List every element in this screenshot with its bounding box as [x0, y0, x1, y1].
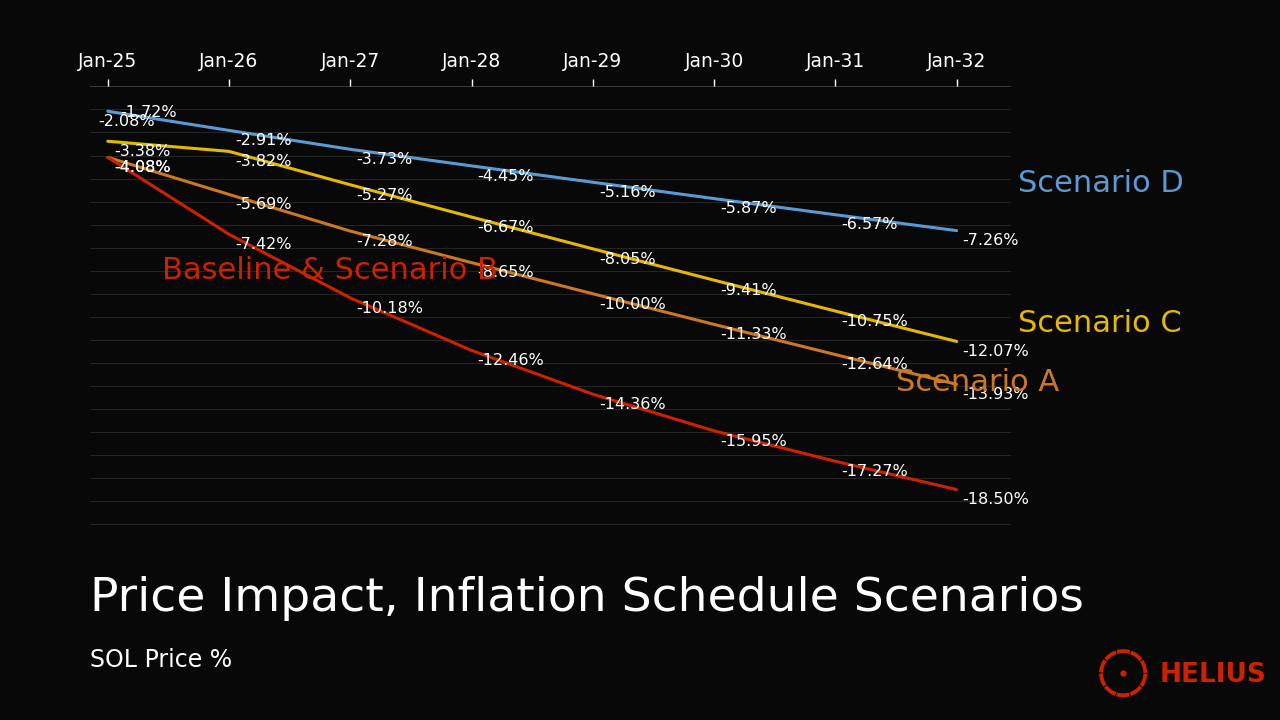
Text: -6.67%: -6.67%	[477, 220, 534, 235]
Text: -11.33%: -11.33%	[721, 327, 787, 342]
Text: -5.27%: -5.27%	[356, 187, 413, 202]
Text: -14.36%: -14.36%	[599, 397, 666, 412]
Text: -7.42%: -7.42%	[236, 237, 292, 252]
Text: -4.08%: -4.08%	[114, 160, 170, 175]
Text: SOL Price %: SOL Price %	[90, 648, 232, 672]
Text: Scenario D: Scenario D	[1018, 169, 1183, 198]
Text: -7.28%: -7.28%	[356, 234, 413, 249]
Text: -3.38%: -3.38%	[114, 144, 170, 159]
Text: Scenario C: Scenario C	[1018, 309, 1181, 338]
Text: -5.87%: -5.87%	[721, 202, 777, 217]
Text: -5.69%: -5.69%	[236, 197, 292, 212]
Text: -1.72%: -1.72%	[120, 105, 177, 120]
Text: -12.46%: -12.46%	[477, 354, 544, 368]
Text: -3.82%: -3.82%	[236, 154, 292, 169]
Text: Price Impact, Inflation Schedule Scenarios: Price Impact, Inflation Schedule Scenari…	[90, 576, 1083, 621]
Text: -4.08%: -4.08%	[114, 160, 170, 175]
Text: -10.18%: -10.18%	[356, 301, 424, 315]
Text: -10.75%: -10.75%	[841, 314, 909, 329]
Text: -17.27%: -17.27%	[841, 464, 909, 479]
Text: -12.07%: -12.07%	[963, 344, 1029, 359]
Text: -13.93%: -13.93%	[963, 387, 1029, 402]
Text: Baseline & Scenario B: Baseline & Scenario B	[163, 256, 498, 285]
Text: -2.08%: -2.08%	[99, 114, 155, 129]
Text: -8.05%: -8.05%	[599, 251, 655, 266]
Text: -10.00%: -10.00%	[599, 297, 666, 312]
Text: -7.26%: -7.26%	[963, 233, 1019, 248]
Text: Scenario A: Scenario A	[896, 368, 1060, 397]
Text: -4.45%: -4.45%	[477, 168, 534, 184]
Text: -15.95%: -15.95%	[721, 433, 787, 449]
Text: -9.41%: -9.41%	[721, 283, 777, 298]
Text: -18.50%: -18.50%	[963, 492, 1029, 508]
Text: -3.73%: -3.73%	[356, 152, 412, 167]
Text: -5.16%: -5.16%	[599, 185, 655, 200]
Text: HELIUS: HELIUS	[1160, 662, 1266, 688]
Text: -8.65%: -8.65%	[477, 266, 534, 280]
Text: -6.57%: -6.57%	[841, 217, 899, 233]
Text: -2.91%: -2.91%	[236, 133, 292, 148]
Text: -12.64%: -12.64%	[841, 357, 909, 372]
